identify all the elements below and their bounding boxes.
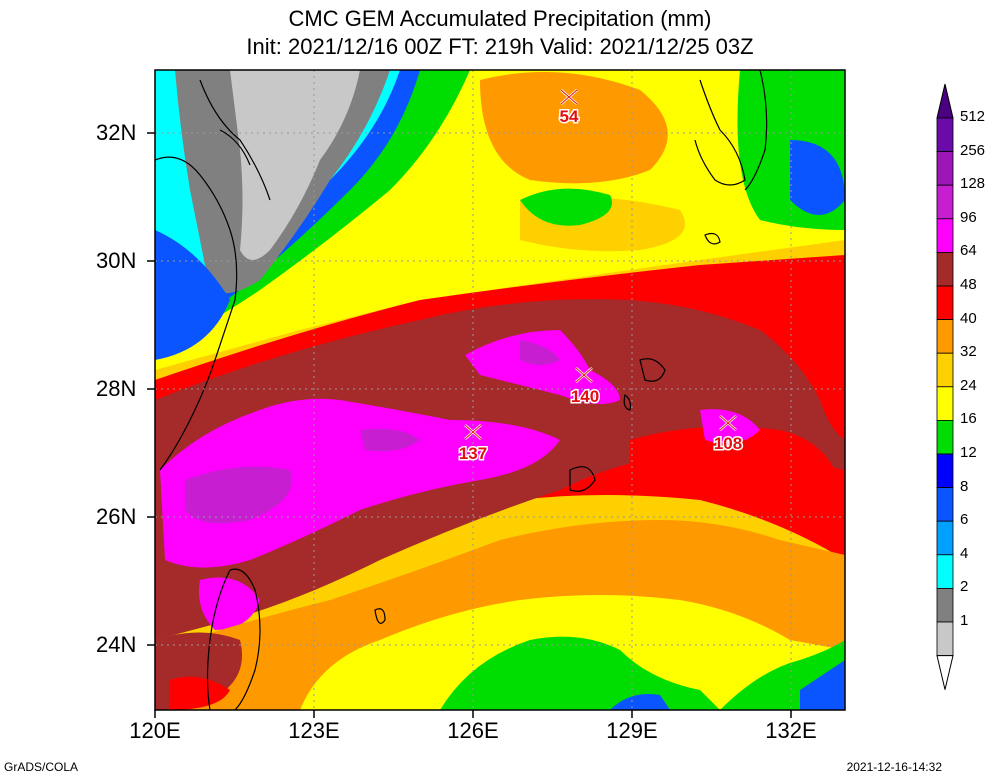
lon-label-123e: 123E	[288, 718, 340, 743]
colorbar-box	[936, 184, 954, 220]
colorbar-level-label: 512	[960, 108, 986, 125]
lon-label-129e: 129E	[606, 718, 658, 743]
colorbar-box	[936, 419, 954, 455]
colorbar-level-label: 1	[960, 612, 969, 629]
colorbar-level-label: 40	[960, 309, 977, 327]
colorbar-level-label: 128	[960, 175, 986, 193]
colorbar-box	[936, 151, 954, 186]
lat-label-24n: 24N	[96, 632, 137, 657]
max-label-140: 140	[571, 387, 599, 406]
colorbar-level-label: 64	[960, 242, 977, 260]
colorbar-bottom-arrow	[936, 655, 954, 690]
colorbar-box	[936, 218, 954, 253]
maxima-markers-inner	[464, 89, 737, 440]
colorbar-level-label: 48	[960, 276, 977, 293]
colorbar-level-label: 256	[960, 141, 986, 159]
precip-shading	[155, 70, 845, 710]
lat-label-32n: 32N	[96, 120, 137, 145]
lat-label-30n: 30N	[96, 248, 137, 273]
colorbar-box	[936, 386, 954, 421]
colorbar-box	[936, 520, 954, 556]
footer-timestamp: 2021-12-16-14:32	[846, 760, 942, 774]
coastlines	[155, 70, 768, 710]
max-label-137: 137	[459, 444, 487, 463]
colorbar-box	[936, 251, 954, 287]
lat-label-28n: 28N	[96, 376, 137, 401]
footer-credit: GrADS/COLA	[4, 760, 79, 774]
colorbar-box	[936, 554, 954, 589]
max-label-54: 54	[560, 107, 579, 126]
colorbar-level-label: 16	[960, 410, 977, 428]
max-label-108: 108	[714, 434, 742, 453]
colorbar-box	[936, 117, 954, 152]
colorbar-level-label: 2	[960, 578, 969, 596]
lat-label-26n: 26N	[96, 504, 137, 529]
colorbar-level-label: 12	[960, 444, 977, 461]
colorbar-level-label: 8	[960, 477, 969, 495]
colorbar-level-label: 6	[960, 511, 969, 529]
chart-title: CMC GEM Accumulated Precipitation (mm)	[288, 6, 712, 31]
map-frame	[154, 69, 846, 711]
colorbar-level-label: 4	[960, 544, 969, 562]
lon-label-120e: 120E	[129, 718, 181, 743]
colorbar-box	[936, 285, 954, 320]
colorbar-top-arrow	[936, 83, 954, 119]
lon-label-126e: 126E	[447, 718, 499, 743]
colorbar-box	[936, 588, 954, 623]
colorbar-box	[936, 487, 954, 522]
axis-ticks	[147, 132, 792, 718]
colorbar-box	[936, 621, 954, 656]
colorbar-level-label: 32	[960, 343, 977, 361]
colorbar-box	[936, 352, 954, 388]
colorbar-box	[936, 319, 954, 354]
colorbar-level-label: 24	[960, 376, 977, 394]
chart-subtitle: Init: 2021/12/16 00Z FT: 219h Valid: 202…	[246, 34, 754, 59]
colorbar-boxes	[936, 83, 954, 690]
colorbar-level-label: 96	[960, 208, 977, 226]
colorbar-box	[936, 453, 954, 488]
lon-label-132e: 132E	[765, 718, 817, 743]
